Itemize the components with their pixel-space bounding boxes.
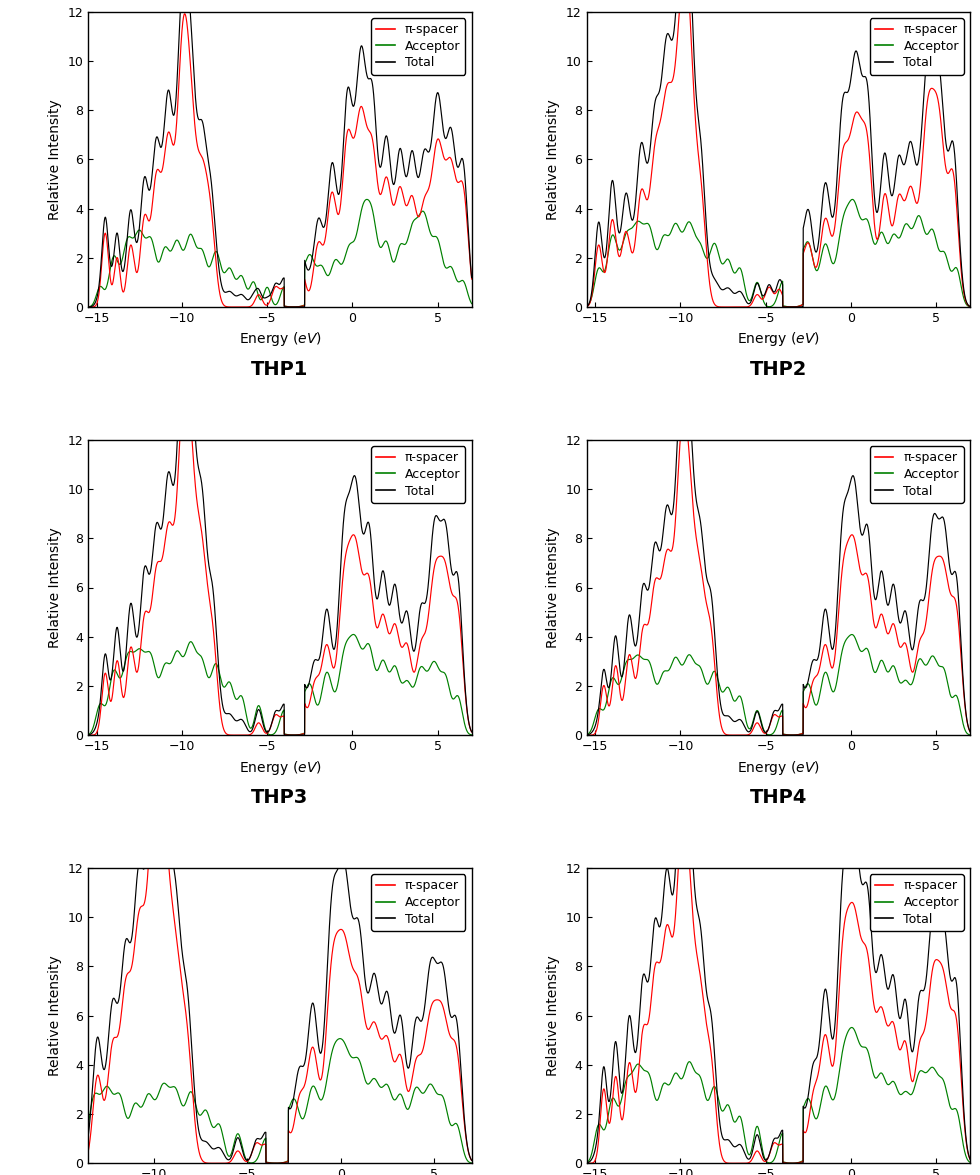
Text: THP2: THP2: [750, 361, 808, 380]
Y-axis label: Relative Intensity: Relative Intensity: [48, 99, 62, 220]
Y-axis label: Relative Intensity: Relative Intensity: [547, 99, 561, 220]
Text: THP4: THP4: [750, 788, 808, 807]
Legend: π-spacer, Acceptor, Total: π-spacer, Acceptor, Total: [869, 18, 964, 74]
Y-axis label: Relative Intensity: Relative Intensity: [48, 528, 62, 647]
Legend: π-spacer, Acceptor, Total: π-spacer, Acceptor, Total: [371, 18, 466, 74]
Y-axis label: Relative Intensity: Relative Intensity: [547, 955, 561, 1076]
Text: THP1: THP1: [251, 361, 309, 380]
Legend: π-spacer, Acceptor, Total: π-spacer, Acceptor, Total: [371, 874, 466, 931]
X-axis label: Energy $(eV)$: Energy $(eV)$: [238, 759, 321, 777]
Legend: π-spacer, Acceptor, Total: π-spacer, Acceptor, Total: [869, 874, 964, 931]
Y-axis label: Relative intensity: Relative intensity: [547, 528, 561, 647]
Legend: π-spacer, Acceptor, Total: π-spacer, Acceptor, Total: [371, 446, 466, 503]
Y-axis label: Relative Intensity: Relative Intensity: [48, 955, 62, 1076]
X-axis label: Energy $(eV)$: Energy $(eV)$: [238, 330, 321, 349]
Text: THP3: THP3: [251, 788, 309, 807]
X-axis label: Energy $(eV)$: Energy $(eV)$: [737, 759, 820, 777]
Legend: π-spacer, Acceptor, Total: π-spacer, Acceptor, Total: [869, 446, 964, 503]
X-axis label: Energy $(eV)$: Energy $(eV)$: [737, 330, 820, 349]
